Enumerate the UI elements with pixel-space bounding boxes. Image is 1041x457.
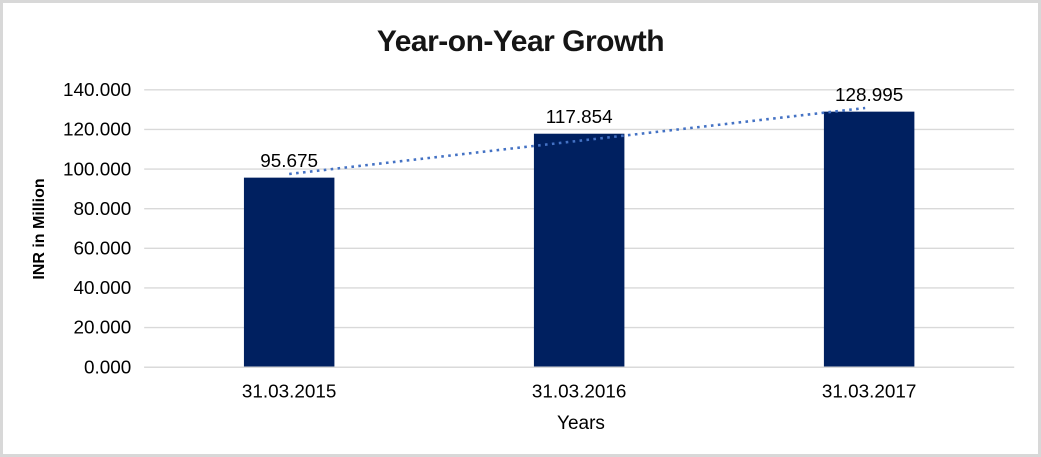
y-tick-label: 0.000 (84, 356, 131, 377)
y-tick-label: 140.000 (63, 79, 131, 100)
bar-value-label: 95.675 (260, 150, 318, 171)
y-tick-label: 20.000 (73, 317, 131, 338)
x-tick-label: 31.03.2017 (822, 381, 917, 402)
bar (823, 111, 915, 368)
y-tick-label: 40.000 (73, 277, 131, 298)
y-tick-label: 120.000 (63, 119, 131, 140)
y-tick-label: 60.000 (73, 238, 131, 259)
plot-area: 0.000 20.000 40.000 60.000 80.000 100.000 120.… (63, 79, 1015, 402)
bar (243, 177, 335, 368)
bar-value-label: 117.854 (546, 106, 613, 127)
bar (533, 133, 625, 368)
x-tick-label: 31.03.2015 (242, 381, 337, 402)
chart-title: Year-on-Year Growth (376, 25, 665, 58)
x-axis-title: Years (557, 413, 605, 434)
bar-value-label: 128.995 (835, 84, 903, 105)
x-tick-label: 31.03.2016 (532, 381, 627, 402)
y-tick-label: 100.000 (63, 158, 131, 179)
y-tick-label: 80.000 (73, 198, 131, 219)
